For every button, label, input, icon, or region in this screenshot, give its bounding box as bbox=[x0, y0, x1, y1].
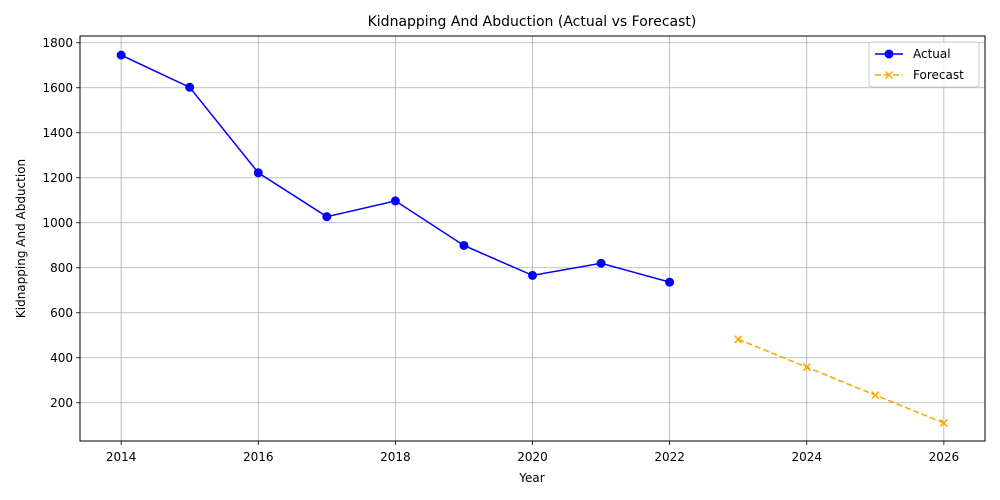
legend-label-forecast: Forecast bbox=[913, 68, 964, 82]
data-point-actual bbox=[596, 258, 606, 268]
y-axis-title: Kidnapping And Abduction bbox=[14, 159, 28, 318]
y-tick-label: 1200 bbox=[42, 171, 73, 185]
chart-title: Kidnapping And Abduction (Actual vs Fore… bbox=[368, 14, 697, 30]
x-tick-label: 2018 bbox=[380, 450, 411, 464]
y-tick-label: 400 bbox=[50, 351, 73, 365]
x-axis-title: Year bbox=[518, 471, 544, 485]
legend-label-actual: Actual bbox=[913, 47, 951, 61]
data-point-actual bbox=[390, 196, 400, 206]
x-tick-label: 2022 bbox=[654, 450, 685, 464]
grid-lines bbox=[80, 36, 985, 441]
data-point-forecast bbox=[939, 418, 948, 428]
series-actual bbox=[116, 50, 675, 287]
x-tick-label: 2014 bbox=[106, 450, 137, 464]
data-point-forecast bbox=[871, 391, 880, 400]
legend-marker-actual bbox=[884, 49, 894, 59]
y-tick-label: 600 bbox=[50, 306, 73, 320]
y-tick-label: 200 bbox=[50, 396, 73, 410]
legend-marker-forecast bbox=[884, 70, 894, 80]
data-point-actual bbox=[185, 82, 195, 92]
legend: Actual Forecast bbox=[868, 41, 980, 88]
x-tick-label: 2024 bbox=[791, 450, 822, 464]
data-point-actual bbox=[322, 212, 332, 222]
series-layer bbox=[116, 50, 948, 428]
x-tick-label: 2020 bbox=[517, 450, 548, 464]
x-tick-label: 2026 bbox=[929, 450, 960, 464]
x-tick-label: 2016 bbox=[243, 450, 274, 464]
y-tick-label: 1600 bbox=[42, 81, 73, 95]
data-point-forecast bbox=[734, 335, 743, 344]
y-tick-label: 1800 bbox=[42, 36, 73, 50]
data-point-actual bbox=[528, 270, 537, 280]
x-axis: 2014 2016 2018 2020 2022 2024 2026 bbox=[106, 441, 959, 464]
data-point-actual bbox=[253, 168, 263, 178]
data-point-actual bbox=[116, 50, 126, 60]
data-point-forecast bbox=[802, 363, 811, 372]
data-point-actual bbox=[665, 277, 675, 287]
y-axis: 200 400 600 800 1000 1200 1400 1600 1800 bbox=[42, 36, 80, 410]
y-tick-label: 1400 bbox=[42, 126, 73, 140]
y-tick-label: 800 bbox=[50, 261, 73, 275]
y-tick-label: 1000 bbox=[42, 216, 73, 230]
data-point-actual bbox=[459, 240, 469, 250]
series-forecast bbox=[734, 335, 948, 428]
series-line-forecast bbox=[737, 338, 945, 424]
